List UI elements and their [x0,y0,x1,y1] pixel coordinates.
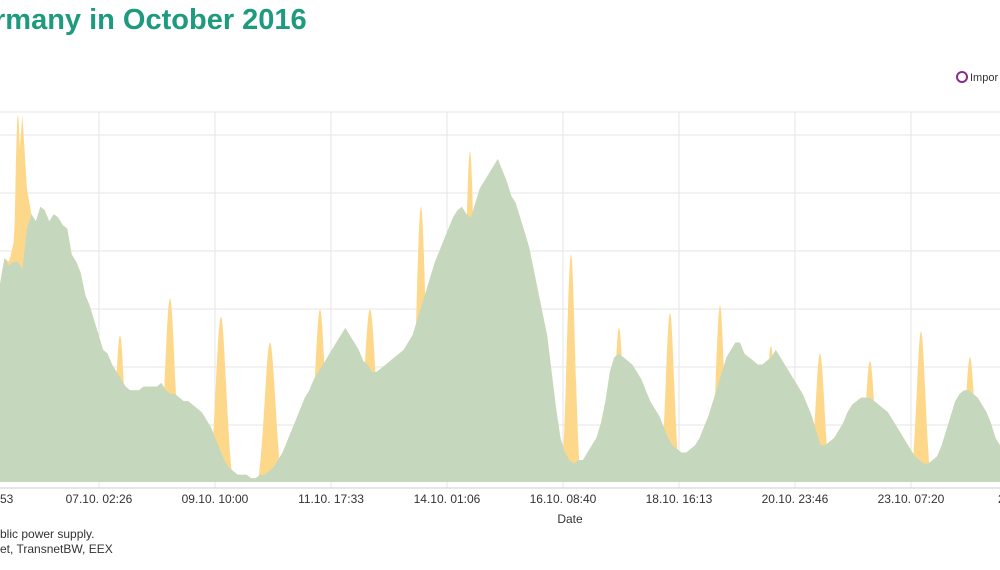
peak-18 [911,331,931,482]
x-axis-ticks: 2:53 07.10. 02:26 09.10. 10:00 11.10. 17:33… [0,492,1000,506]
x-tick-label-2: 09.10. 10:00 [182,492,249,506]
peak-11 [561,254,581,482]
x-tick-label-8: 23.10. 07:20 [878,492,945,506]
legend[interactable]: Impor [956,71,998,84]
x-tick-label-1: 07.10. 02:26 [66,492,133,506]
x-tick-label-6: 18.10. 16:13 [646,492,713,506]
x-tick-label-0: 2:53 [0,492,14,506]
footnote-line-1: blic power supply. [0,527,95,541]
legend-item-label: Impor [970,72,999,84]
x-tick-label-5: 16.10. 08:40 [530,492,597,506]
x-tick-label-4: 14.10. 01:06 [414,492,481,506]
area-series [0,115,1000,482]
x-tick-label-3: 11.10. 17:33 [298,492,364,506]
peak-5 [258,342,282,482]
legend-marker-icon [956,71,968,83]
x-axis-title: Date [557,512,583,526]
x-tick-label-7: 20.10. 23:46 [762,492,829,506]
series-area-base [0,159,1000,482]
x-tick-label-9: 2 [998,492,1000,506]
chart-title: rmany in October 2016 [0,4,307,36]
footnote-line-2: et, TransnetBW, EEX [0,542,113,556]
